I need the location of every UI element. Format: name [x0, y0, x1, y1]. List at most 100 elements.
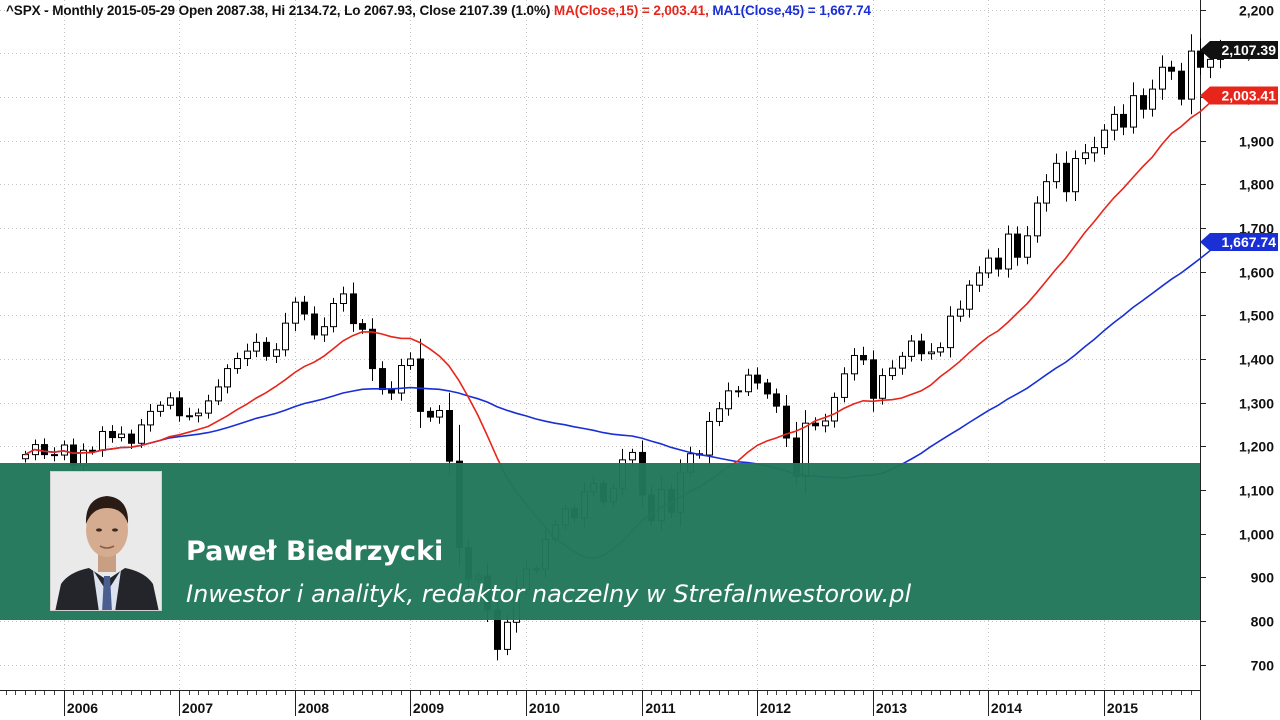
- candle-body: [311, 313, 318, 336]
- ma-label: MA(Close,15) = 2,003.41,: [553, 3, 709, 18]
- candle-body: [889, 367, 896, 377]
- close-value-tag-bg: [1200, 41, 1278, 60]
- candle-body: [1159, 66, 1166, 90]
- author-name: Paweł Biedrzycki: [186, 536, 444, 567]
- ma45-line: [24, 241, 1221, 479]
- candle-body: [783, 405, 790, 439]
- x-tick-label: 2012: [760, 700, 791, 716]
- candle-body: [1207, 58, 1214, 68]
- ma1-value-tag-text: 1,667.74: [1222, 234, 1277, 250]
- candle-body: [764, 382, 771, 395]
- candle-body: [147, 410, 154, 426]
- x-tick-label: 2010: [529, 700, 560, 716]
- x-tick-label: 2014: [991, 700, 1022, 716]
- candle-body: [947, 315, 954, 349]
- candle-body: [282, 322, 289, 351]
- candle-body: [995, 257, 1002, 270]
- candle-body: [870, 359, 877, 399]
- portrait-icon: [51, 472, 161, 610]
- candle-body: [773, 393, 780, 407]
- candle-body: [195, 412, 202, 417]
- y-tick-label: 700: [1251, 658, 1275, 674]
- candle-body: [745, 374, 752, 393]
- candle-body: [417, 358, 424, 412]
- candle-body: [234, 358, 241, 370]
- x-tick-label: 2007: [182, 700, 213, 716]
- candle-body: [985, 257, 992, 274]
- candle-body: [253, 341, 260, 352]
- y-tick-label: 1,300: [1239, 396, 1274, 412]
- x-tick-label: 2008: [298, 700, 329, 716]
- chart-header: ^SPX - Monthly 2015-05-29 Open 2087.38, …: [6, 3, 871, 18]
- candle-body: [1101, 129, 1108, 149]
- candle-body: [504, 621, 511, 650]
- y-tick-label: 800: [1251, 614, 1275, 630]
- candle-body: [205, 400, 212, 414]
- candle-body: [851, 354, 858, 375]
- candle-body: [301, 301, 308, 315]
- candle-body: [292, 301, 299, 324]
- candle-body: [822, 420, 829, 427]
- candle-body: [369, 328, 376, 370]
- candle-body: [937, 347, 944, 353]
- candle-body: [436, 410, 443, 418]
- candle-body: [1072, 158, 1079, 193]
- candle-body: [860, 354, 867, 361]
- candle-body: [1091, 147, 1098, 154]
- y-tick-label: 1,200: [1239, 439, 1274, 455]
- y-tick-label: 1,700: [1239, 221, 1274, 237]
- candle-body: [1178, 70, 1185, 100]
- candle-body: [812, 422, 819, 427]
- y-tick-label: 1,800: [1239, 177, 1274, 193]
- candle-body: [1014, 233, 1021, 258]
- candle-body: [41, 444, 48, 456]
- candle-body: [1053, 162, 1060, 183]
- candle-body: [321, 326, 328, 336]
- candle-body: [841, 373, 848, 398]
- candle-body: [388, 389, 395, 394]
- author-banner: [0, 463, 1200, 620]
- candle-body: [128, 433, 135, 444]
- y-tick-label: 1,400: [1239, 352, 1274, 368]
- y-tick-label: 1,500: [1239, 308, 1274, 324]
- candle-body: [725, 390, 732, 410]
- candle-body: [1168, 66, 1175, 72]
- candle-body: [157, 404, 164, 412]
- candle-body: [89, 449, 96, 452]
- candle-body: [359, 323, 366, 330]
- candle-body: [446, 410, 453, 462]
- candle-body: [186, 415, 193, 418]
- candle-body: [118, 433, 125, 439]
- candle-body: [899, 355, 906, 369]
- ma-value-tag-bg: [1200, 86, 1278, 105]
- candle-body: [1149, 88, 1156, 110]
- candle-body: [350, 293, 357, 325]
- candle-body: [1120, 113, 1127, 128]
- candle-body: [918, 340, 925, 355]
- ma-value-tag: 2,003.41: [1200, 86, 1278, 105]
- candle-body: [330, 303, 337, 328]
- candle-body: [1034, 202, 1041, 237]
- candle-body: [215, 386, 222, 402]
- author-photo: [50, 471, 162, 611]
- candle-body: [61, 444, 68, 456]
- candle-body: [340, 293, 347, 305]
- candle-body: [831, 396, 838, 422]
- candle-body: [99, 430, 106, 451]
- candle-body: [263, 341, 270, 357]
- ma-value-tag-text: 2,003.41: [1222, 87, 1277, 103]
- candle-body: [1140, 95, 1147, 110]
- author-role: Inwestor i analityk, redaktor naczelny w…: [186, 580, 912, 608]
- candle-body: [629, 451, 636, 461]
- candle-body: [1043, 181, 1050, 204]
- x-tick-label: 2009: [413, 700, 444, 716]
- x-tick-label: 2006: [67, 700, 98, 716]
- ma1-value-tag-bg: [1200, 233, 1278, 252]
- candle-body: [398, 365, 405, 394]
- candle-body: [1082, 152, 1089, 160]
- candle-body: [976, 272, 983, 286]
- candle-body: [1005, 233, 1012, 270]
- candle-body: [966, 284, 973, 310]
- candle-body: [1111, 113, 1118, 131]
- candle-body: [879, 375, 886, 399]
